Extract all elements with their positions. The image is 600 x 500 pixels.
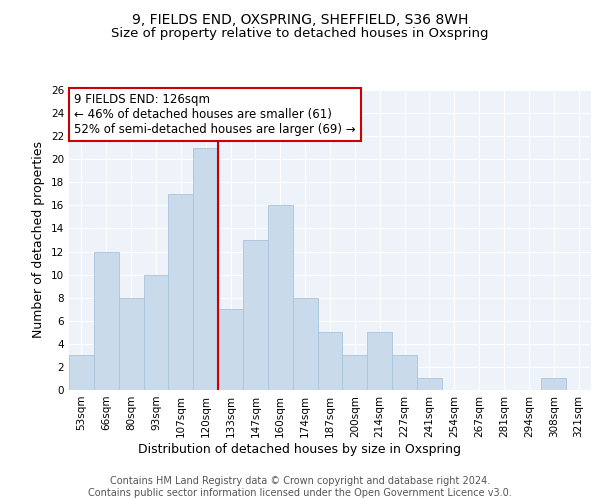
Bar xyxy=(417,378,442,390)
Bar xyxy=(392,356,417,390)
Text: Contains HM Land Registry data © Crown copyright and database right 2024.
Contai: Contains HM Land Registry data © Crown c… xyxy=(88,476,512,498)
Bar xyxy=(94,252,119,390)
Bar xyxy=(541,378,566,390)
Bar xyxy=(343,356,367,390)
Bar xyxy=(193,148,218,390)
Bar xyxy=(143,274,169,390)
Bar xyxy=(293,298,317,390)
Text: Distribution of detached houses by size in Oxspring: Distribution of detached houses by size … xyxy=(139,442,461,456)
Bar xyxy=(243,240,268,390)
Bar xyxy=(119,298,143,390)
Bar xyxy=(69,356,94,390)
Text: 9 FIELDS END: 126sqm
← 46% of detached houses are smaller (61)
52% of semi-detac: 9 FIELDS END: 126sqm ← 46% of detached h… xyxy=(74,93,356,136)
Y-axis label: Number of detached properties: Number of detached properties xyxy=(32,142,46,338)
Bar xyxy=(169,194,193,390)
Text: Size of property relative to detached houses in Oxspring: Size of property relative to detached ho… xyxy=(111,28,489,40)
Bar xyxy=(367,332,392,390)
Text: 9, FIELDS END, OXSPRING, SHEFFIELD, S36 8WH: 9, FIELDS END, OXSPRING, SHEFFIELD, S36 … xyxy=(132,12,468,26)
Bar xyxy=(317,332,343,390)
Bar xyxy=(268,206,293,390)
Bar xyxy=(218,309,243,390)
